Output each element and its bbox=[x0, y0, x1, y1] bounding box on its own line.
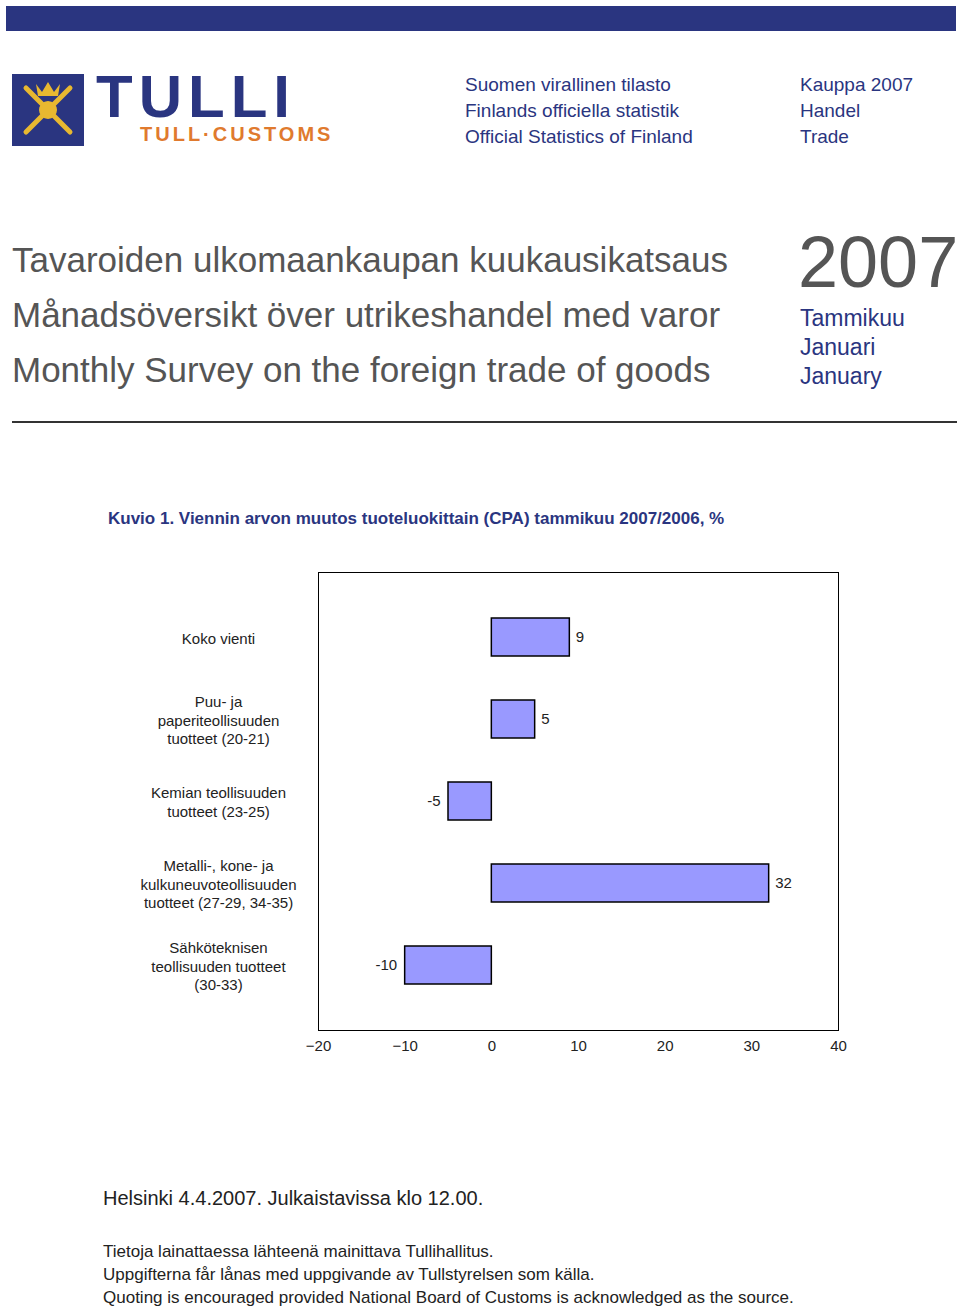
html-text:Tammikuu: Tammikuu bbox=[800, 305, 905, 331]
html-text:Månadsöversikt över utrikeshan: Månadsöversikt över utrikeshandel med va… bbox=[12, 295, 721, 334]
svg-text:−10: −10 bbox=[392, 1037, 417, 1054]
svg-text:30: 30 bbox=[743, 1037, 760, 1054]
html-text:January: January bbox=[800, 363, 882, 389]
svg-text:Koko vienti: Koko vienti bbox=[182, 630, 255, 647]
html-text:Finlands officiella statistik: Finlands officiella statistik bbox=[465, 100, 679, 121]
html-text:Kuvio 1. Viennin arvon muutos: Kuvio 1. Viennin arvon muutos tuoteluoki… bbox=[108, 509, 725, 528]
svg-text:−20: −20 bbox=[306, 1037, 331, 1054]
html-text:Januari: Januari bbox=[800, 334, 876, 360]
html-text:Official Statistics of Finland: Official Statistics of Finland bbox=[465, 126, 693, 147]
svg-text:9: 9 bbox=[576, 628, 584, 645]
svg-text:40: 40 bbox=[830, 1037, 847, 1054]
svg-text:32: 32 bbox=[775, 874, 792, 891]
svg-text:0: 0 bbox=[488, 1037, 496, 1054]
svg-text:Kemian teollisuudentuotteet (2: Kemian teollisuudentuotteet (23-25) bbox=[151, 784, 286, 820]
svg-text:Sähköteknisenteollisuuden tuot: Sähköteknisenteollisuuden tuotteet(30-33… bbox=[151, 939, 286, 994]
svg-text:Metalli-, kone- jakulkuneuvote: Metalli-, kone- jakulkuneuvoteollisuuden… bbox=[141, 857, 297, 912]
svg-text:5: 5 bbox=[541, 710, 549, 727]
svg-text:20: 20 bbox=[657, 1037, 674, 1054]
html-text:2007: 2007 bbox=[798, 222, 959, 302]
html-text:Kauppa 2007: Kauppa 2007 bbox=[800, 74, 914, 95]
html-text:Monthly Survey on the foreign: Monthly Survey on the foreign trade of g… bbox=[12, 350, 711, 389]
svg-text:10: 10 bbox=[570, 1037, 587, 1054]
html-text:Suomen virallinen tilasto: Suomen virallinen tilasto bbox=[465, 74, 671, 95]
html-text:TULLI: TULLI bbox=[96, 63, 296, 130]
html-text:Helsinki 4.4.2007. Julkaistavi: Helsinki 4.4.2007. Julkaistavissa klo 12… bbox=[103, 1187, 484, 1209]
svg-text:Puu- japaperiteollisuudentuott: Puu- japaperiteollisuudentuotteet (20-21… bbox=[158, 693, 280, 748]
html-text:Handel: Handel bbox=[800, 100, 861, 121]
html-text:TULL·CUSTOMS: TULL·CUSTOMS bbox=[140, 123, 334, 145]
html-text:Tavaroiden ulkomaankaupan kuuk: Tavaroiden ulkomaankaupan kuukausikatsau… bbox=[12, 240, 728, 279]
html-text:Trade: Trade bbox=[800, 126, 849, 147]
html-text:Uppgifterna får lånas med uppg: Uppgifterna får lånas med uppgivande av … bbox=[103, 1265, 595, 1284]
html-text:Tietoja lainattaessa lähteenä: Tietoja lainattaessa lähteenä mainittava… bbox=[103, 1242, 494, 1261]
html-text:Quoting is encouraged provided: Quoting is encouraged provided National … bbox=[103, 1288, 794, 1307]
svg-text:-5: -5 bbox=[427, 792, 440, 809]
svg-text:-10: -10 bbox=[375, 956, 397, 973]
